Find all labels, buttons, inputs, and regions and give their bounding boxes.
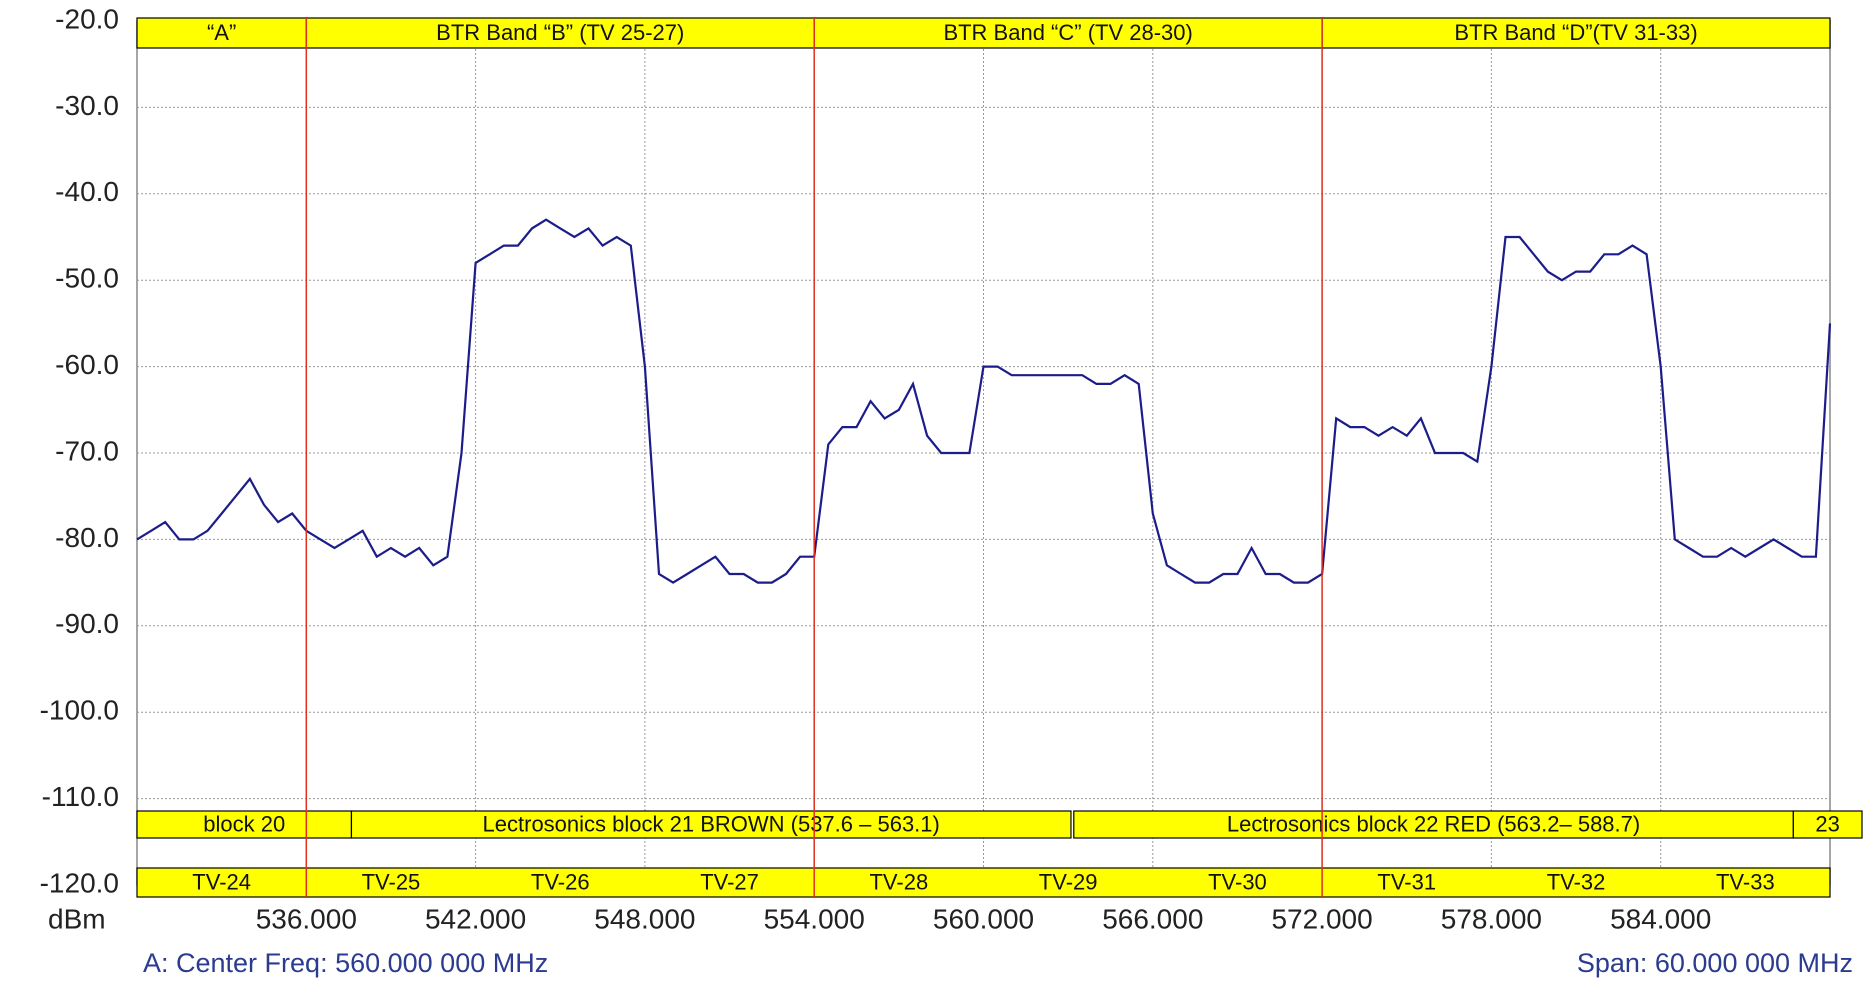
x-tick-label: 542.000	[425, 903, 526, 934]
x-tick-label: 584.000	[1610, 903, 1711, 934]
channel-label: TV-33	[1716, 869, 1775, 894]
block-label: block 20	[203, 811, 285, 836]
channel-box	[136, 867, 1831, 898]
channel-label: TV-25	[362, 869, 421, 894]
channel-label: TV-26	[531, 869, 590, 894]
y-tick-label: -110.0	[42, 781, 119, 812]
block-label: Lectrosonics block 21 BROWN (537.6 – 563…	[483, 811, 940, 836]
y-tick-label: -100.0	[40, 695, 119, 726]
block-box	[350, 810, 1072, 839]
center-frequency: A: Center Freq: 560.000 000 MHz	[143, 948, 548, 978]
y-tick-label: -40.0	[55, 176, 119, 207]
y-tick-label: -60.0	[55, 349, 119, 380]
band-box	[136, 17, 307, 49]
channel-label: TV-32	[1547, 869, 1606, 894]
y-tick-label: -90.0	[55, 608, 119, 639]
x-tick-label: 536.000	[256, 903, 357, 934]
x-tick-label: 572.000	[1271, 903, 1372, 934]
spectrum-trace	[136, 218, 1832, 584]
channel-label: TV-31	[1377, 869, 1436, 894]
band-label: BTR Band “B” (TV 25-27)	[436, 20, 684, 45]
channel-label: TV-28	[869, 869, 928, 894]
x-tick-label: 578.000	[1441, 903, 1542, 934]
x-tick-label: 560.000	[933, 903, 1034, 934]
channel-label: TV-30	[1208, 869, 1267, 894]
band-label: BTR Band “C” (TV 28-30)	[943, 20, 1192, 45]
x-tick-label: 554.000	[764, 903, 865, 934]
block-label: Lectrosonics block 22 RED (563.2– 588.7)	[1227, 811, 1640, 836]
band-label: “A”	[207, 20, 236, 45]
y-tick-label: -70.0	[55, 435, 119, 466]
x-tick-label: 548.000	[594, 903, 695, 934]
y-tick-label: -80.0	[55, 522, 119, 553]
channel-label: TV-24	[192, 869, 251, 894]
y-tick-label: -30.0	[55, 90, 119, 121]
channel-label: TV-27	[700, 869, 759, 894]
y-tick-label: -120.0	[40, 867, 119, 898]
channel-label: TV-29	[1039, 869, 1098, 894]
span: Span: 60.000 000 MHz	[1577, 948, 1853, 978]
y-axis-label: dBm	[48, 903, 106, 934]
y-tick-label: -20.0	[55, 3, 119, 34]
block-box	[1792, 810, 1863, 839]
block-box	[136, 810, 353, 839]
block-label: 23	[1815, 811, 1839, 836]
x-tick-label: 566.000	[1102, 903, 1203, 934]
block-box	[1073, 810, 1794, 839]
y-tick-label: -50.0	[55, 263, 119, 294]
band-label: BTR Band “D”(TV 31-33)	[1454, 20, 1697, 45]
